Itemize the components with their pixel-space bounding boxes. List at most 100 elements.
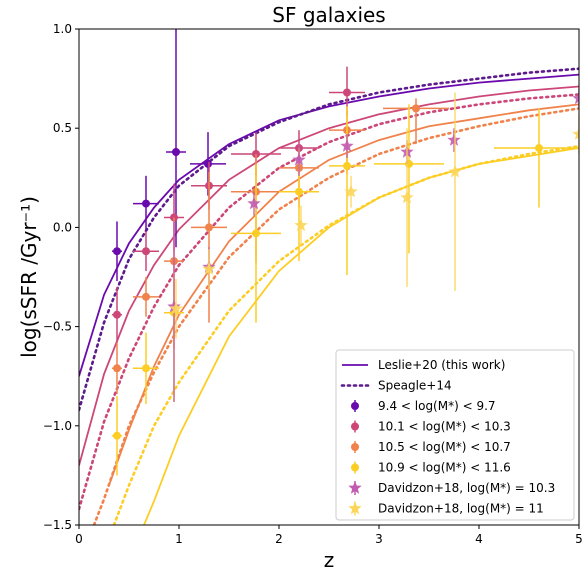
solid-fit-curve	[79, 73, 579, 377]
legend-label: Speagle+14	[378, 379, 452, 393]
legend-star-marker	[348, 501, 362, 515]
circle-marker	[142, 364, 150, 373]
circle-marker	[142, 247, 150, 256]
circle-marker	[204, 159, 212, 168]
star-data-point	[340, 134, 354, 158]
star-data-point	[572, 114, 579, 154]
legend-entry-m2: 10.1 < log(M*) < 10.3	[351, 420, 511, 434]
circle-marker	[405, 159, 413, 168]
legend-entry-dav2: Davidzon+18, log(M*) = 11	[348, 501, 544, 516]
circle-data-point	[329, 66, 365, 117]
legend-label: Leslie+20 (this work)	[378, 358, 505, 372]
star-marker	[448, 164, 462, 178]
dotted-fit-curve	[112, 144, 579, 525]
circle-marker	[113, 364, 121, 373]
circle-marker	[535, 144, 543, 153]
legend-entry-dav1: Davidzon+18, log(M*) = 10.3	[348, 481, 555, 495]
circle-data-point	[133, 277, 159, 317]
star-data-point	[400, 128, 414, 287]
star-marker	[169, 301, 183, 315]
circle-data-point	[191, 171, 227, 323]
star-marker	[294, 218, 308, 232]
star-data-point	[448, 92, 462, 291]
star-data-point	[247, 191, 261, 216]
circle-data-point	[374, 104, 444, 254]
circle-data-point	[190, 132, 226, 196]
legend-label: Davidzon+18, log(M*) = 11	[378, 502, 544, 516]
star-data-point	[447, 128, 461, 153]
star-data-point	[294, 205, 308, 246]
circle-marker	[343, 88, 351, 97]
legend-label: 10.5 < log(M*) < 10.7	[378, 440, 511, 454]
circle-data-point	[112, 396, 122, 476]
circle-marker	[172, 148, 180, 157]
x-axis-label: z	[324, 548, 335, 572]
star-marker	[247, 196, 261, 210]
x-axis-ticks: 0 1 2 3 4 5	[75, 525, 582, 546]
star-marker	[292, 152, 306, 166]
y-tick-label: 0.5	[53, 121, 72, 135]
circle-data-point	[112, 221, 122, 281]
legend-entry-m3: 10.5 < log(M*) < 10.7	[351, 440, 511, 454]
legend-label: 10.9 < log(M*) < 11.6	[378, 461, 511, 475]
star-data-point	[344, 175, 358, 208]
circle-marker	[295, 187, 303, 196]
legend-entry-speagle: Speagle+14	[340, 379, 452, 393]
x-tick-label: 5	[575, 532, 582, 546]
circle-data-point	[383, 98, 449, 145]
x-tick-label: 2	[275, 532, 283, 546]
circle-data-point	[112, 286, 122, 343]
star-data-point	[169, 278, 183, 339]
plot-frame	[78, 28, 580, 526]
legend: Leslie+20 (this work) Speagle+14 9.4 < log…	[335, 349, 575, 521]
legend-entry-m4: 10.9 < log(M*) < 11.6	[351, 461, 511, 475]
legend-label: 9.4 < log(M*) < 9.7	[378, 399, 496, 413]
x-tick-label: 4	[475, 532, 483, 546]
chart-title: SF galaxies	[272, 3, 385, 27]
circle-data-point	[112, 342, 122, 395]
circle-marker	[113, 247, 121, 256]
circle-marker	[113, 431, 121, 440]
x-tick-label: 1	[175, 532, 183, 546]
star-marker	[572, 91, 579, 105]
solid-fit-curve	[108, 103, 579, 486]
legend-entry-m1_line: Leslie+20 (this work)	[342, 358, 505, 372]
circle-marker	[205, 223, 213, 232]
star-marker	[344, 184, 358, 198]
star-data-point	[572, 88, 579, 109]
circle-data-point	[133, 231, 159, 272]
y-tick-label: 1.0	[53, 22, 72, 36]
circle-data-point	[133, 175, 159, 232]
legend-label: 10.1 < log(M*) < 10.3	[378, 420, 511, 434]
circle-data-point	[133, 332, 159, 404]
circle-data-point	[231, 163, 281, 323]
y-tick-label: 0.0	[53, 220, 72, 234]
circle-marker	[142, 292, 150, 301]
x-tick-label: 0	[75, 532, 83, 546]
star-marker	[202, 262, 216, 275]
legend-label: Davidzon+18, log(M*) = 10.3	[378, 481, 555, 495]
solid-fit-curve	[143, 147, 579, 525]
star-marker	[167, 299, 181, 313]
circle-marker	[113, 310, 121, 319]
y-tick-label: −1.0	[43, 419, 72, 433]
y-tick-label: −1.5	[43, 518, 72, 532]
star-data-point	[292, 144, 306, 176]
data-points	[112, 29, 579, 476]
star-data-point	[202, 249, 216, 289]
legend-circle-marker	[351, 402, 359, 410]
star-marker	[447, 133, 461, 146]
star-marker	[572, 127, 579, 140]
legend-box	[335, 349, 575, 521]
y-axis-label: log(sSFR /Gyr⁻¹)	[17, 196, 41, 358]
circle-marker	[412, 104, 420, 113]
circle-marker	[252, 229, 260, 238]
y-axis-ticks: −1.5 −1.0 −0.5 0.0 0.5 1.0	[43, 22, 79, 532]
legend-star-marker	[348, 481, 362, 494]
star-marker	[400, 190, 414, 204]
circle-data-point	[166, 29, 186, 248]
dotted-fit-curve	[92, 107, 579, 525]
y-tick-label: −0.5	[43, 320, 72, 334]
star-marker	[340, 139, 354, 152]
